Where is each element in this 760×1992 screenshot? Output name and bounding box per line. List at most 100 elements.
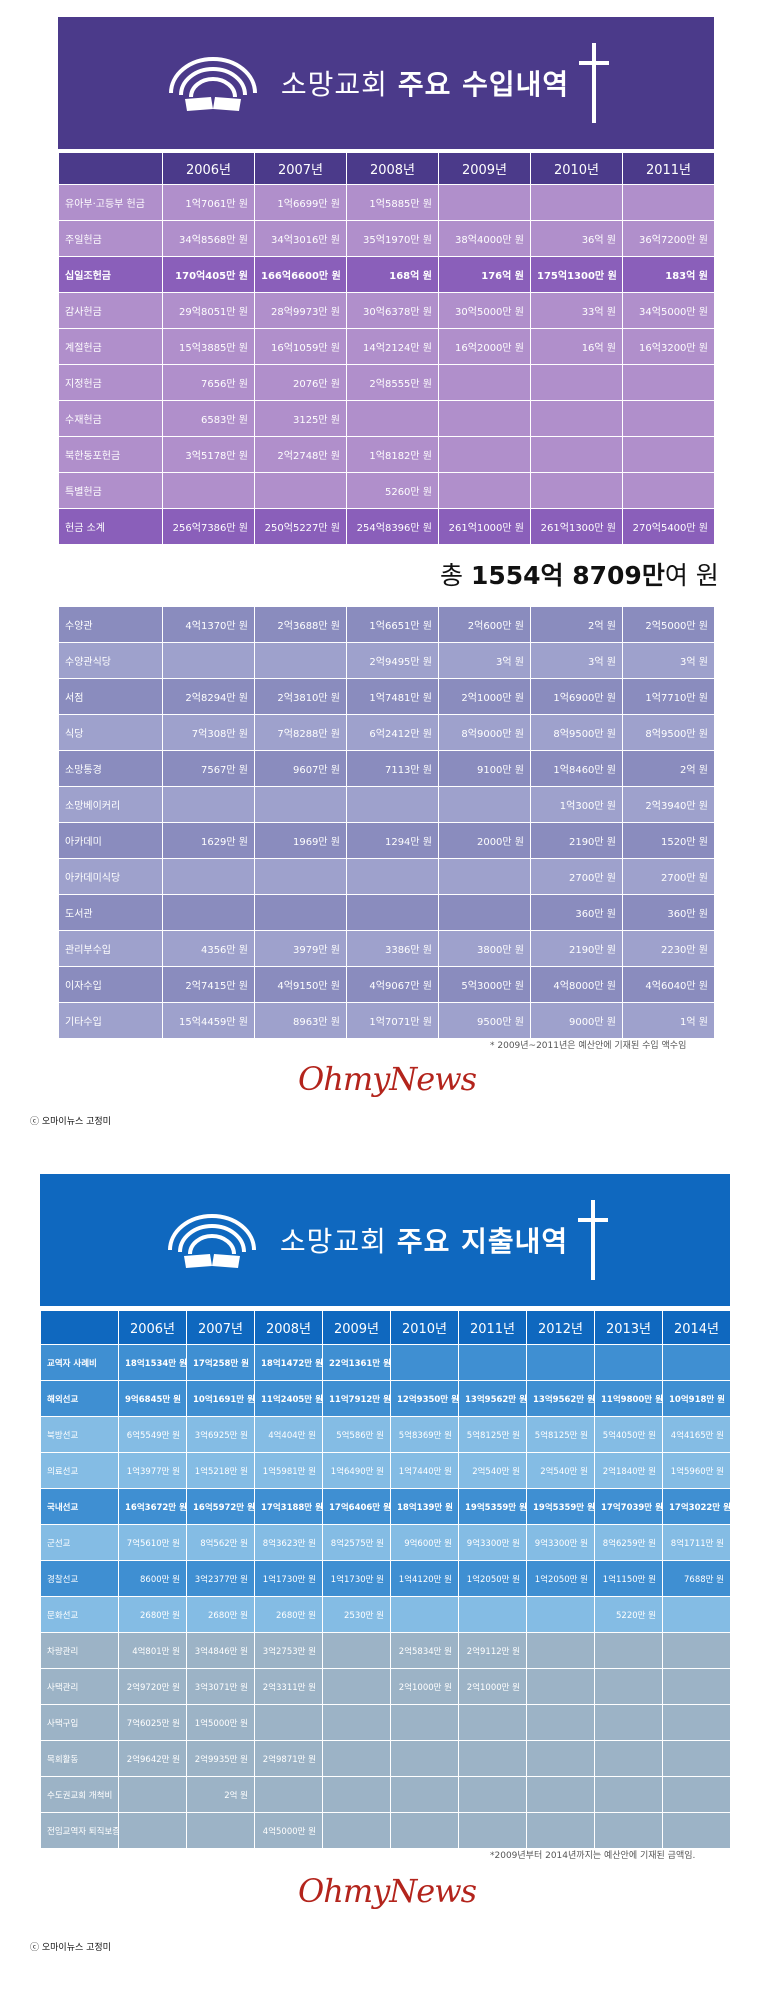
table-cell: 2190만 원 [530, 930, 623, 967]
table-cell [162, 858, 255, 895]
table-cell: 1억5981만 원 [254, 1452, 323, 1489]
table-cell: 1억5218만 원 [186, 1452, 255, 1489]
income-table: 2006년 2007년 2008년 2009년 2010년 2011년 유아부·고등부 헌… [58, 152, 715, 545]
table-cell: 19억5359만 원 [458, 1488, 527, 1525]
table-cell [322, 1668, 391, 1705]
table-cell: 1억4120만 원 [390, 1560, 459, 1597]
table-cell: 2억1840만 원 [594, 1452, 663, 1489]
table-cell: 4억8000만 원 [530, 966, 623, 1003]
table-cell: 10억918만 원 [662, 1380, 731, 1417]
table-cell: 2억9495만 원 [346, 642, 439, 679]
table-cell: 2억9642만 원 [118, 1740, 187, 1777]
row-label: 사택구입 [40, 1704, 119, 1741]
table-cell [254, 894, 347, 931]
expense-header: 소망교회 주요 지출내역 [40, 1174, 730, 1306]
table-cell [458, 1776, 527, 1813]
table-cell: 16억3672만 원 [118, 1488, 187, 1525]
ohmynews-logo: OhmyNews [298, 1872, 477, 1910]
table-cell [622, 472, 715, 509]
income-year-header-row: 2006년 2007년 2008년 2009년 2010년 2011년 [58, 152, 715, 185]
table-cell: 2억 원 [186, 1776, 255, 1813]
table-cell: 2억9871만 원 [254, 1740, 323, 1777]
table-cell: 29억8051만 원 [162, 292, 255, 329]
table-row: 목회활동 2억9642만 원 2억9935만 원 2억9871만 원 [40, 1740, 731, 1777]
table-cell [322, 1776, 391, 1813]
table-cell: 8963만 원 [254, 1002, 347, 1039]
row-label: 군선교 [40, 1524, 119, 1561]
table-row: 군선교 7억5610만 원 8억562만 원 8억3623만 원 8억2575만 원 9억… [40, 1524, 731, 1561]
year-header-1: 2007년 [254, 152, 347, 185]
table-cell: 3억 원 [530, 642, 623, 679]
table-cell: 2억540만 원 [458, 1452, 527, 1489]
table-row: 주일헌금 34억8568만 원 34억3016만 원 35억1970만 원 38억400… [58, 220, 715, 257]
table-cell: 4억9067만 원 [346, 966, 439, 1003]
table-cell: 2억9112만 원 [458, 1632, 527, 1669]
table-cell: 2700만 원 [622, 858, 715, 895]
table-cell: 2억8294만 원 [162, 678, 255, 715]
table-cell: 9100만 원 [438, 750, 531, 787]
year-header-2: 2008년 [346, 152, 439, 185]
row-label: 북한동포헌금 [58, 436, 163, 473]
expense-note: *2009년부터 2014년까지는 예산안에 기재된 금액임. [490, 1851, 696, 1861]
table-cell: 1억8182만 원 [346, 436, 439, 473]
table-cell: 4억801만 원 [118, 1632, 187, 1669]
table-cell: 1억6900만 원 [530, 678, 623, 715]
table-cell: 2억9935만 원 [186, 1740, 255, 1777]
table-cell: 1294만 원 [346, 822, 439, 859]
row-label: 차량관리 [40, 1632, 119, 1669]
table-cell: 7113만 원 [346, 750, 439, 787]
table-row: 특별헌금 5260만 원 [58, 472, 715, 509]
table-cell: 3125만 원 [254, 400, 347, 437]
table-cell: 2억1000만 원 [390, 1668, 459, 1705]
corner-cell [40, 1310, 119, 1345]
table-cell: 5억8369만 원 [390, 1416, 459, 1453]
table-cell: 6억5549만 원 [118, 1416, 187, 1453]
table-cell: 7656만 원 [162, 364, 255, 401]
table-cell: 2억540만 원 [526, 1452, 595, 1489]
table-row: 해외선교 9억6845만 원 10억1691만 원 11억2405만 원 11억7912… [40, 1380, 731, 1417]
table-cell: 1520만 원 [622, 822, 715, 859]
year-header-5: 2011년 [622, 152, 715, 185]
row-label: 목회활동 [40, 1740, 119, 1777]
table-cell: 38억4000만 원 [438, 220, 531, 257]
table-cell [322, 1812, 391, 1849]
table-cell: 7억8288만 원 [254, 714, 347, 751]
income-total: 총 1554억 8709만여 원 [440, 561, 719, 590]
table-row: 의료선교 1억3977만 원 1억5218만 원 1억5981만 원 1억6490만 원… [40, 1452, 731, 1489]
row-label: 유아부·고등부 헌금 [58, 184, 163, 221]
table-cell [390, 1704, 459, 1741]
table-cell: 2억8555만 원 [346, 364, 439, 401]
row-label: 수양관 [58, 606, 163, 643]
table-cell: 8억9500만 원 [622, 714, 715, 751]
table-cell [526, 1704, 595, 1741]
table-cell: 17억258만 원 [186, 1344, 255, 1381]
table-cell [438, 400, 531, 437]
table-cell [526, 1740, 595, 1777]
table-row: 지정헌금 7656만 원 2076만 원 2억8555만 원 [58, 364, 715, 401]
year-header-2: 2008년 [254, 1310, 323, 1345]
table-cell [346, 400, 439, 437]
table-cell [530, 184, 623, 221]
row-label: 국내선교 [40, 1488, 119, 1525]
table-cell [438, 472, 531, 509]
table-cell [162, 472, 255, 509]
table-cell [662, 1704, 731, 1741]
table-cell: 30억6378만 원 [346, 292, 439, 329]
row-label: 북방선교 [40, 1416, 119, 1453]
year-header-5: 2011년 [458, 1310, 527, 1345]
table-cell: 17억3022만 원 [662, 1488, 731, 1525]
table-cell: 360만 원 [622, 894, 715, 931]
year-header-0: 2006년 [118, 1310, 187, 1345]
year-header-3: 2009년 [438, 152, 531, 185]
table-cell [254, 1776, 323, 1813]
expense-credit: ⓒ 오마이뉴스 고정미 [30, 1943, 111, 1953]
subtotal-cell: 256억7386만 원 [162, 508, 255, 545]
table-cell: 2000만 원 [438, 822, 531, 859]
table-cell [526, 1812, 595, 1849]
table-cell: 5억8125만 원 [458, 1416, 527, 1453]
table-cell: 1억3977만 원 [118, 1452, 187, 1489]
table-row: 교역자 사례비 18억1534만 원 17억258만 원 18억1472만 원 22억1… [40, 1344, 731, 1381]
table-cell: 8억562만 원 [186, 1524, 255, 1561]
table-cell [438, 858, 531, 895]
table-cell [390, 1740, 459, 1777]
